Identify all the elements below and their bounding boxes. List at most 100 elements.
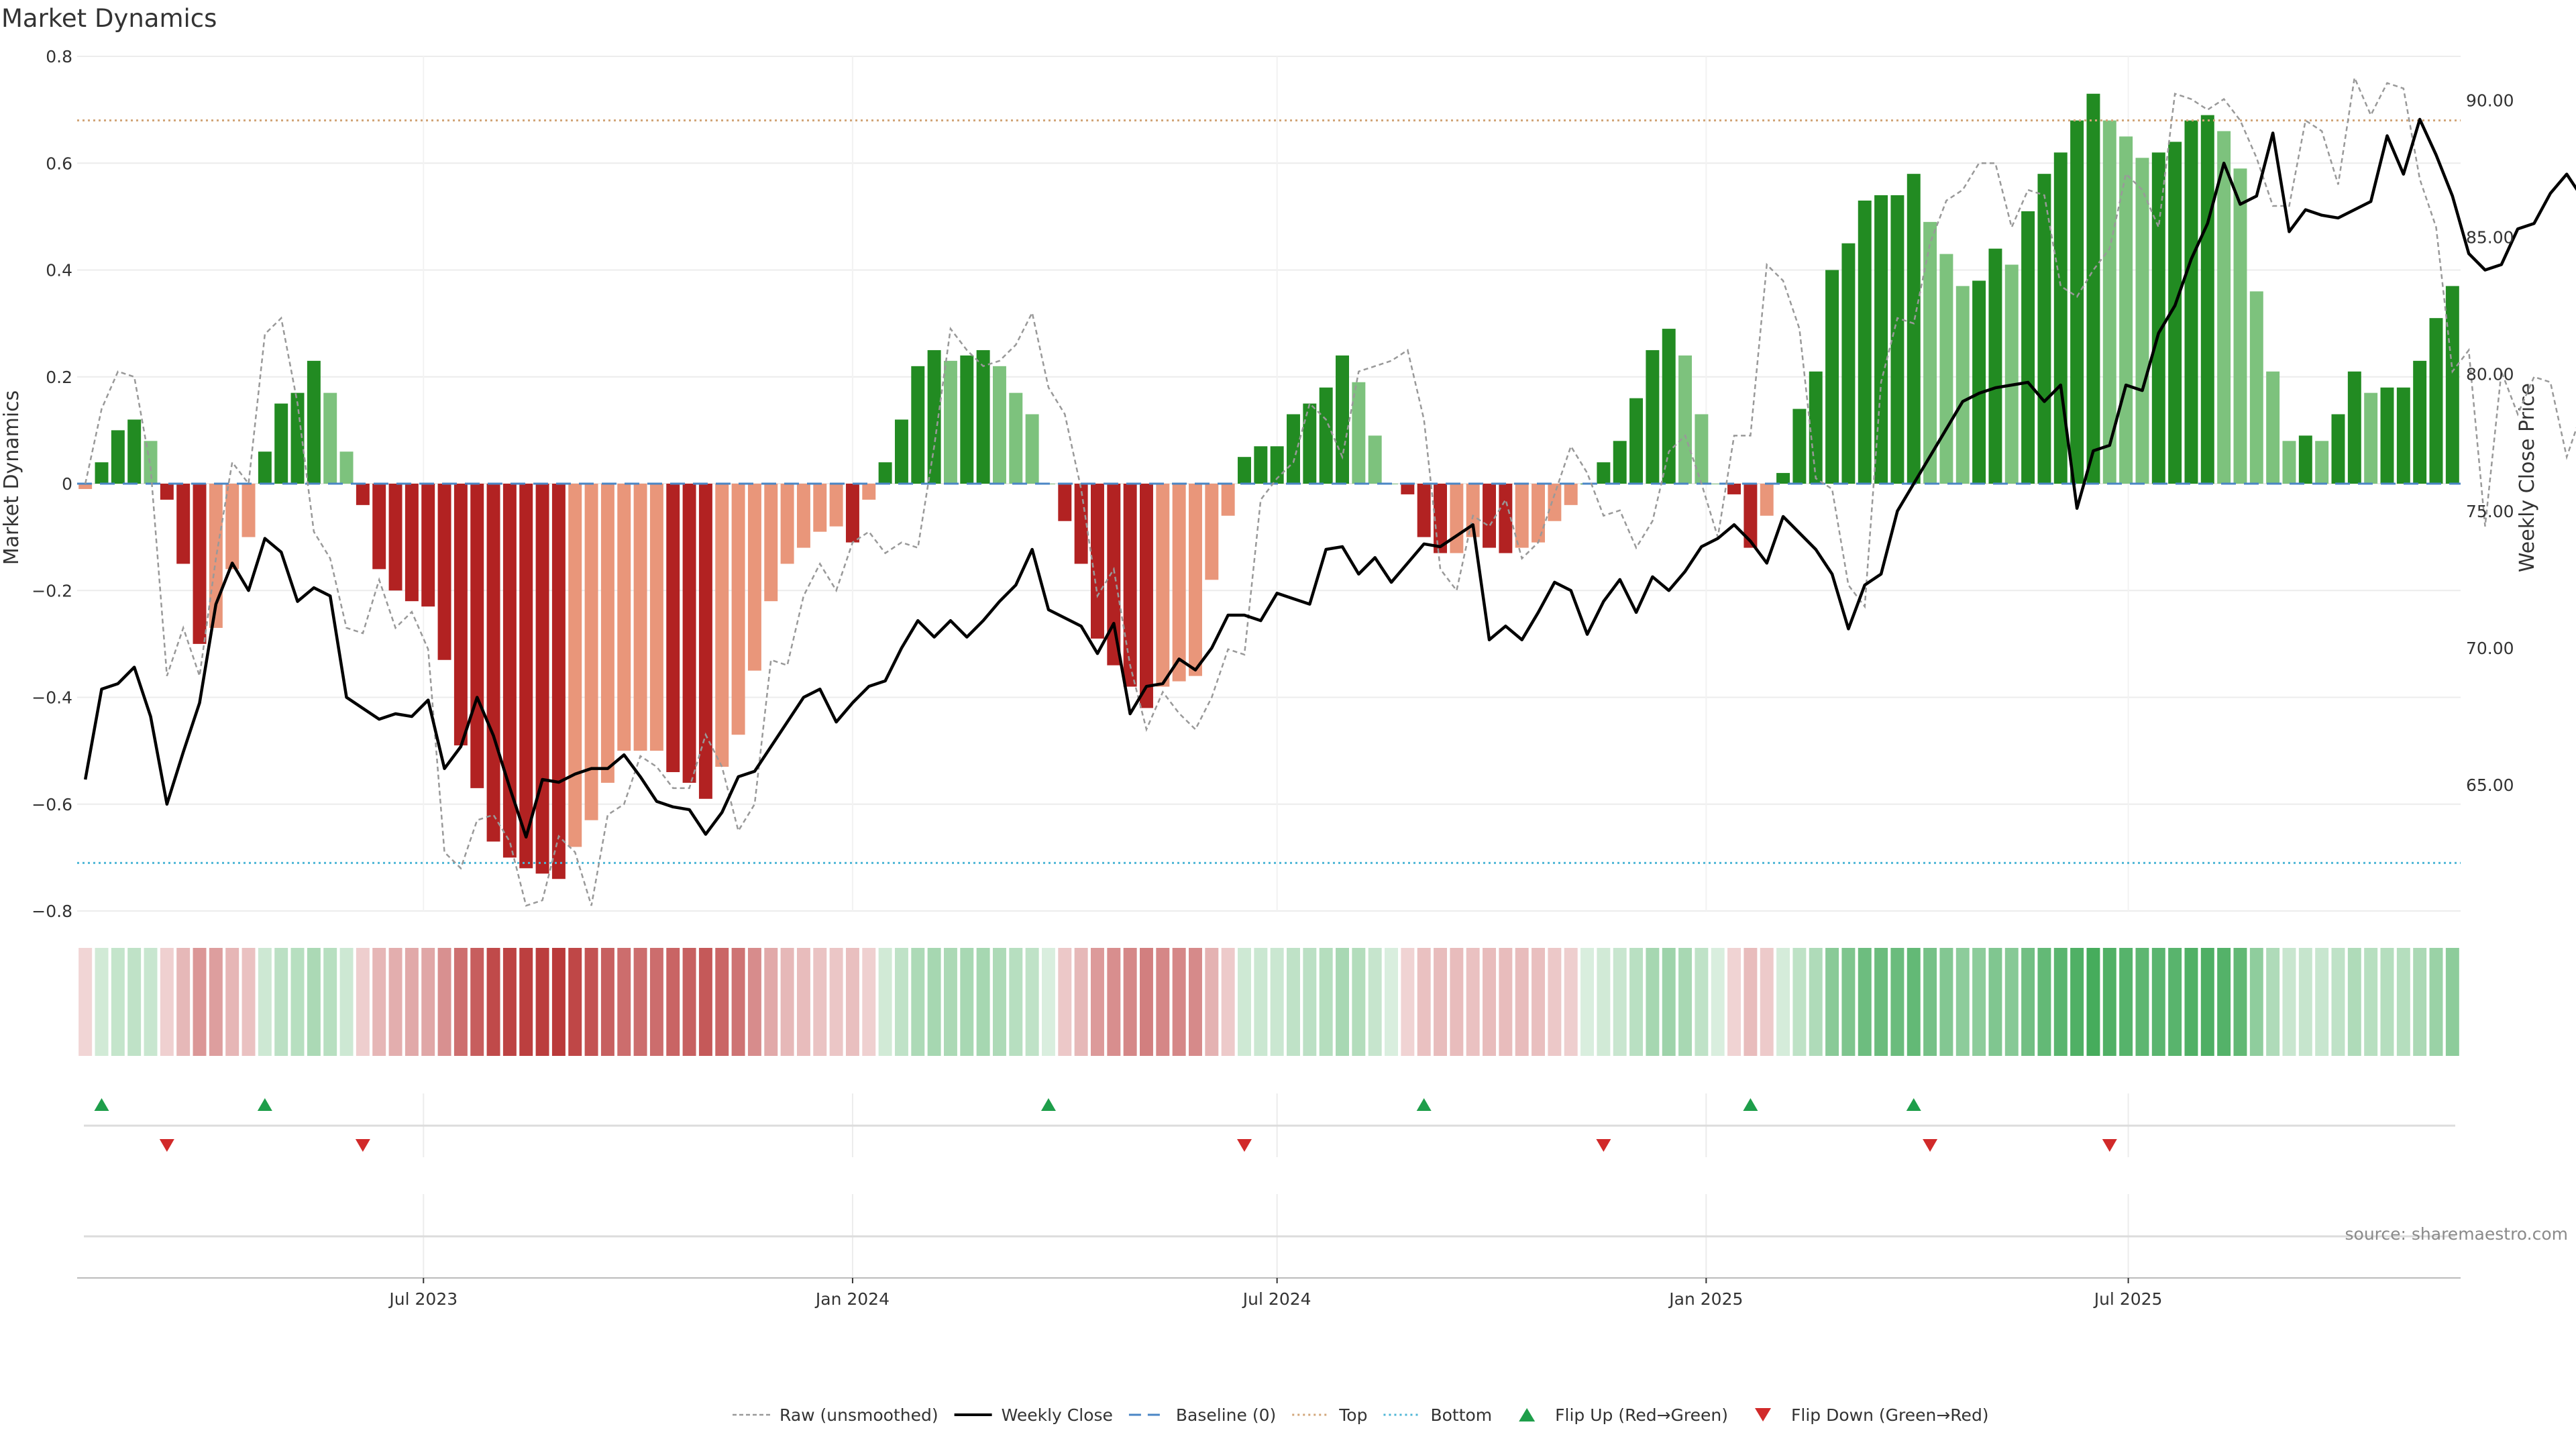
heat-cell [1434, 948, 1448, 1056]
heat-cell [1417, 948, 1431, 1056]
heat-cell [1743, 948, 1758, 1056]
market-dynamics-bar [535, 484, 549, 874]
market-dynamics-bar [1923, 221, 1937, 484]
flip-up-marker [257, 1098, 272, 1111]
heat-cell [241, 948, 256, 1056]
heat-cell [731, 948, 745, 1056]
heat-cell [1711, 948, 1725, 1056]
heat-cell [813, 948, 827, 1056]
heat-cell [1287, 948, 1300, 1056]
market-dynamics-bar [747, 484, 761, 671]
market-dynamics-bar [339, 451, 354, 484]
market-dynamics-bar [2298, 435, 2312, 484]
market-dynamics-bar [2331, 414, 2345, 484]
heat-cell [1678, 948, 1693, 1056]
market-dynamics-bar [160, 484, 174, 500]
heat-cell [2266, 948, 2280, 1056]
market-dynamics-bar [2102, 120, 2116, 484]
market-dynamics-bar [258, 451, 272, 484]
chart-title: Market Dynamics [1, 4, 217, 33]
legend-label: Top [1338, 1405, 1367, 1425]
legend-item: Top [1292, 1405, 1367, 1425]
market-dynamics-bar [502, 484, 517, 858]
y-tick-label: 0.2 [46, 368, 72, 387]
heat-cell [1923, 948, 1937, 1056]
market-dynamics-bar [2200, 115, 2214, 484]
y-tick-label: −0.2 [32, 581, 72, 600]
heat-cell [1090, 948, 1104, 1056]
heat-cell [1336, 948, 1349, 1056]
heat-cell [2004, 948, 2019, 1056]
market-dynamics-bar [2413, 360, 2427, 484]
legend-label: Raw (unsmoothed) [780, 1405, 938, 1425]
raw-series-line [84, 74, 2576, 907]
market-dynamics-bar [1368, 435, 1382, 484]
market-dynamics-bar [1287, 414, 1300, 484]
y-tick-label: 0 [62, 474, 72, 494]
heat-cell [1695, 948, 1709, 1056]
heat-cell [1515, 948, 1529, 1056]
heat-cell [1009, 948, 1023, 1056]
heat-cell [1401, 948, 1415, 1056]
heat-cell [356, 948, 370, 1056]
market-dynamics-bar [2086, 93, 2100, 484]
market-dynamics-bar [911, 366, 925, 484]
heat-cell [225, 948, 239, 1056]
market-dynamics-bar [2233, 168, 2247, 484]
heat-cell [502, 948, 517, 1056]
heat-cell [862, 948, 876, 1056]
heat-cell [780, 948, 794, 1056]
market-dynamics-bar [764, 484, 778, 602]
market-dynamics-bar [290, 392, 305, 484]
market-dynamics-bar [584, 484, 598, 820]
source-label: source: sharemaestro.com [2345, 1224, 2569, 1244]
market-dynamics-bar [2070, 120, 2084, 484]
heat-cell [1041, 948, 1055, 1056]
market-dynamics-bar [2119, 136, 2133, 484]
market-dynamics-bar [1319, 387, 1333, 484]
heat-cell [1254, 948, 1268, 1056]
heat-cell [258, 948, 272, 1056]
market-dynamics-bar [1221, 484, 1235, 516]
legend-item: Flip Down (Green→Red) [1755, 1405, 1989, 1425]
heat-cell [1858, 948, 1872, 1056]
heat-cell [666, 948, 680, 1056]
heat-cell [1238, 948, 1251, 1056]
market-dynamics-bar [2151, 152, 2165, 484]
market-dynamics-bar [486, 484, 500, 842]
market-dynamics-bar [568, 484, 582, 847]
market-dynamics-bar [1140, 484, 1153, 708]
market-dynamics-bar [1613, 441, 1627, 484]
market-dynamics-bar [2168, 142, 2182, 484]
heat-cell [274, 948, 288, 1056]
market-dynamics-bar [682, 484, 696, 783]
heat-cell [1662, 948, 1676, 1056]
market-dynamics-bar [829, 484, 843, 527]
market-dynamics-bar [1352, 382, 1366, 484]
heat-cell [943, 948, 957, 1056]
market-dynamics-bar [1336, 355, 1349, 484]
heat-cell [796, 948, 810, 1056]
heat-cell [2233, 948, 2247, 1056]
heat-cell [1760, 948, 1774, 1056]
heat-cell [715, 948, 729, 1056]
heat-cell [2380, 948, 2394, 1056]
market-dynamics-bar [2021, 211, 2035, 484]
market-dynamics-bar [666, 484, 680, 772]
heat-cell [1580, 948, 1595, 1056]
heat-cell [1319, 948, 1333, 1056]
market-dynamics-bar [2429, 318, 2443, 484]
y-tick-label: −0.8 [32, 902, 72, 921]
market-dynamics-bar [1417, 484, 1431, 537]
market-dynamics-bar [1841, 243, 1856, 484]
market-dynamics-bar [1776, 473, 1790, 484]
heat-cell [1303, 948, 1317, 1056]
heat-strip [78, 948, 2459, 1056]
market-dynamics-bar [1156, 484, 1170, 687]
market-dynamics-bar [1760, 484, 1774, 516]
market-dynamics-bar [1205, 484, 1219, 580]
heat-cell [127, 948, 142, 1056]
market-dynamics-bar [1646, 350, 1660, 484]
heat-cell [95, 948, 109, 1056]
heat-cell [1890, 948, 1904, 1056]
